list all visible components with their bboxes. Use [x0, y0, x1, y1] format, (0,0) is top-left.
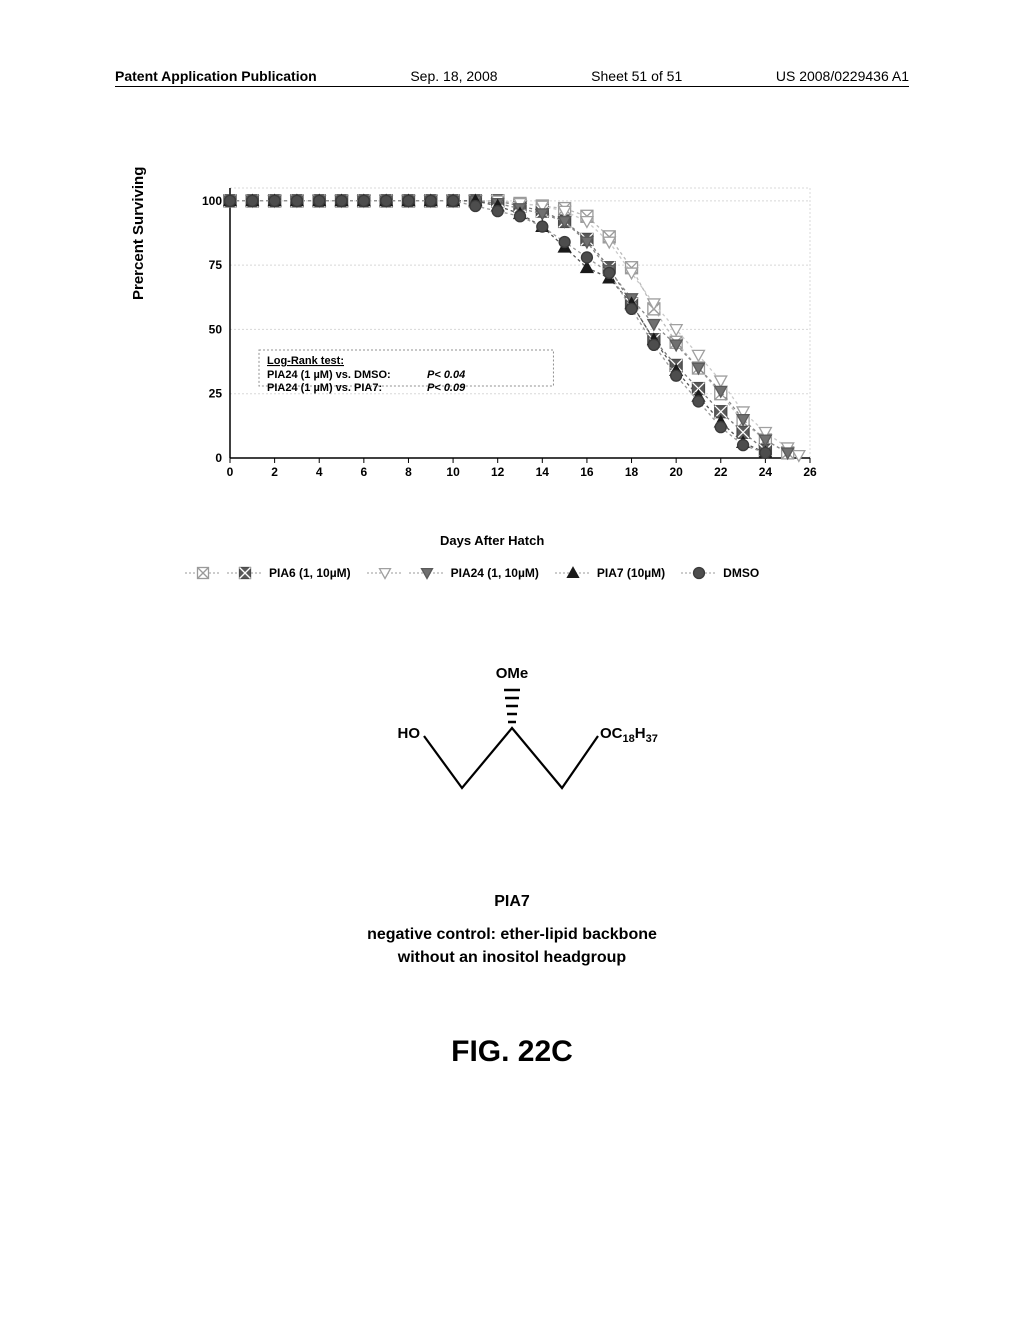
legend-label: PIA6 (1, 10µM) — [269, 566, 351, 580]
dashed-bond — [504, 690, 520, 722]
mol-left-label: HO — [398, 725, 421, 742]
molecule-caption-l2: without an inositol headgroup — [0, 946, 1024, 969]
svg-text:25: 25 — [209, 387, 223, 401]
mol-right-label: OC18H37 — [600, 725, 658, 745]
pub-type: Patent Application Publication — [115, 68, 317, 84]
backbone-polyline — [424, 728, 598, 788]
svg-text:6: 6 — [361, 465, 368, 479]
pub-number: US 2008/0229436 A1 — [776, 68, 909, 84]
legend-label: DMSO — [723, 566, 759, 580]
survival-chart: 025507510002468101214161820222426Log-Ran… — [170, 158, 830, 558]
svg-text:100: 100 — [202, 194, 222, 208]
chart-svg: 025507510002468101214161820222426Log-Ran… — [170, 158, 830, 498]
svg-text:0: 0 — [227, 465, 234, 479]
chart-legend: PIA6 (1, 10µM) PIA24 (1, 10µM) PIA7 (10µM)… — [185, 565, 885, 581]
svg-text:75: 75 — [209, 258, 223, 272]
svg-text:P< 0.09: P< 0.09 — [427, 382, 466, 394]
svg-text:8: 8 — [405, 465, 412, 479]
legend-label: PIA24 (1, 10µM) — [451, 566, 539, 580]
svg-text:4: 4 — [316, 465, 323, 479]
svg-text:P< 0.04: P< 0.04 — [427, 369, 465, 381]
molecule-caption-l1: negative control: ether-lipid backbone — [0, 923, 1024, 946]
sheet-number: Sheet 51 of 51 — [591, 68, 682, 84]
svg-text:18: 18 — [625, 465, 639, 479]
svg-text:Log-Rank test:: Log-Rank test: — [267, 355, 344, 367]
svg-text:10: 10 — [446, 465, 460, 479]
legend-label: PIA7 (10µM) — [597, 566, 665, 580]
svg-text:50: 50 — [209, 322, 223, 336]
svg-text:26: 26 — [803, 465, 817, 479]
molecule-name: PIA7 — [0, 890, 1024, 913]
svg-text:2: 2 — [271, 465, 278, 479]
mol-top-label: OMe — [496, 665, 529, 682]
svg-text:0: 0 — [215, 451, 222, 465]
patent-header: Patent Application Publication Sep. 18, … — [115, 68, 909, 87]
y-axis-label: Prercent Surviving — [130, 167, 147, 300]
molecule-caption: PIA7 negative control: ether-lipid backb… — [0, 890, 1024, 970]
figure-label: FIG. 22C — [0, 1035, 1024, 1069]
svg-text:12: 12 — [491, 465, 505, 479]
svg-text:16: 16 — [580, 465, 594, 479]
svg-text:20: 20 — [669, 465, 683, 479]
svg-text:22: 22 — [714, 465, 728, 479]
x-axis-label: Days After Hatch — [440, 533, 544, 548]
svg-text:PIA24 (1 µM) vs. DMSO:: PIA24 (1 µM) vs. DMSO: — [267, 369, 391, 381]
pub-date: Sep. 18, 2008 — [410, 68, 497, 84]
molecule-diagram: OMe HO OC18H37 — [300, 660, 724, 860]
molecule-svg: OMe HO OC18H37 — [300, 660, 724, 840]
svg-text:24: 24 — [759, 465, 773, 479]
svg-text:PIA24 (1 µM) vs. PIA7:: PIA24 (1 µM) vs. PIA7: — [267, 382, 382, 394]
svg-text:14: 14 — [536, 465, 550, 479]
